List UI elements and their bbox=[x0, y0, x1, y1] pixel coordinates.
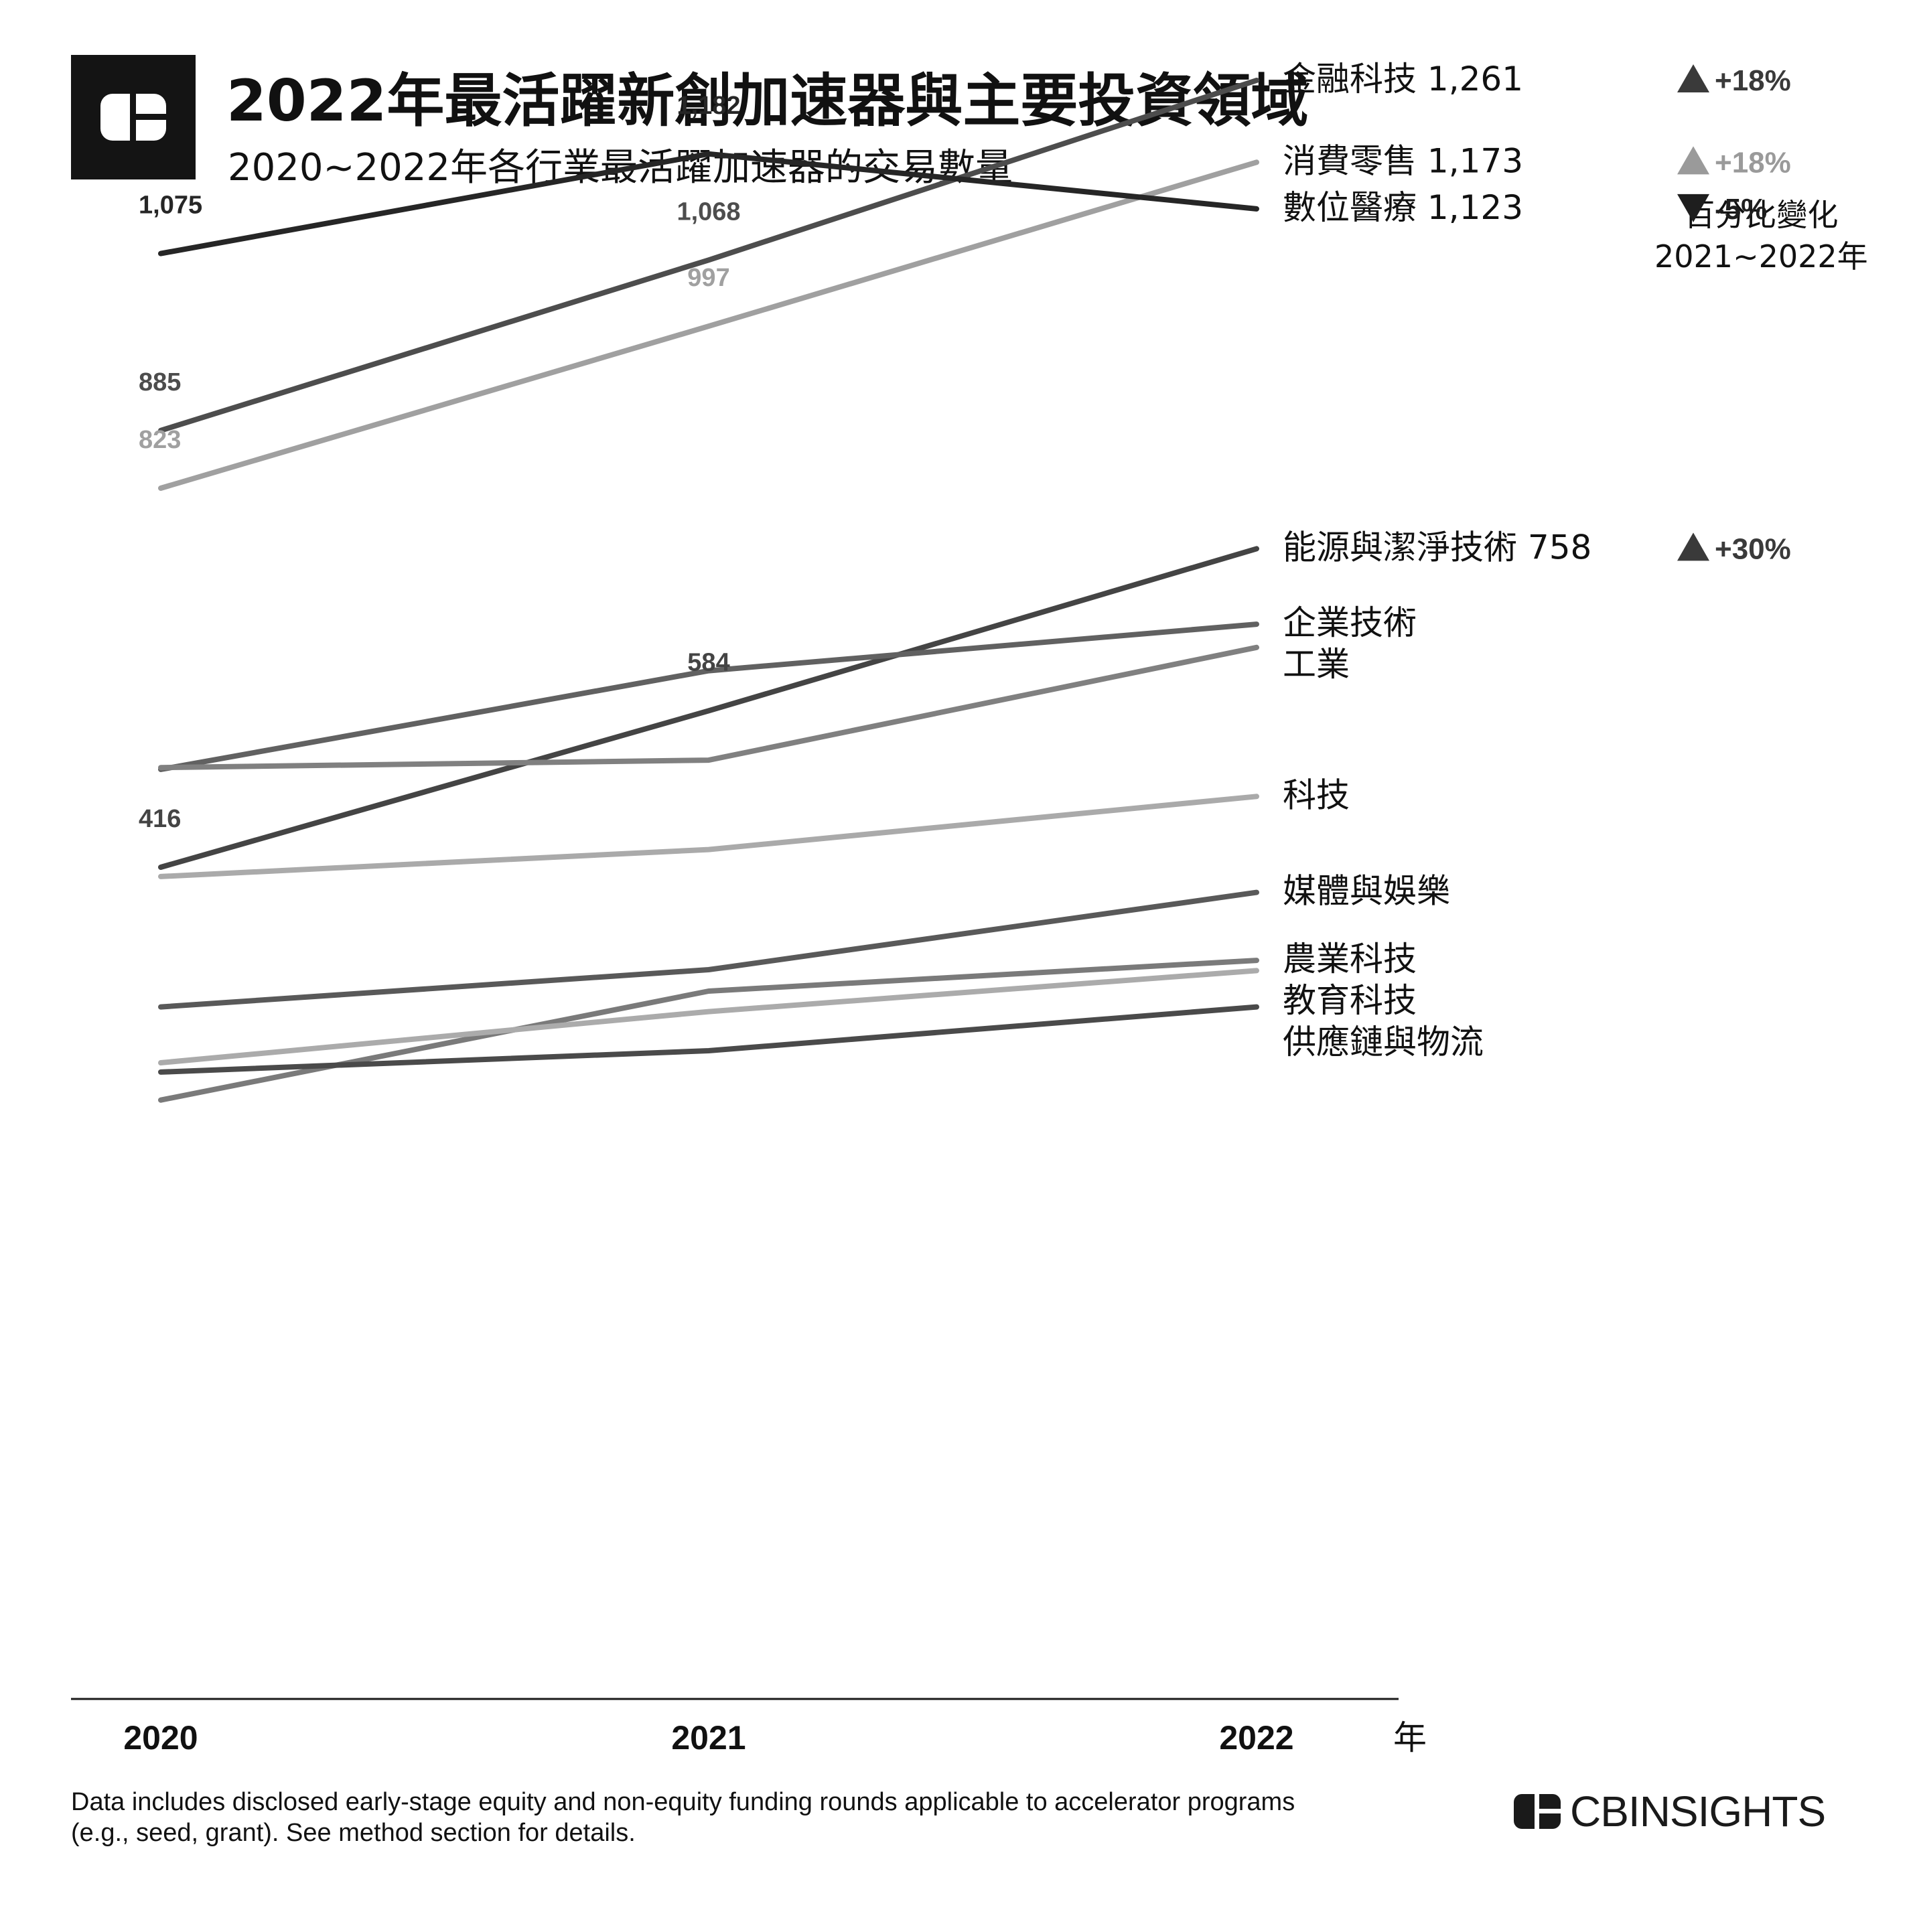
x-tick-label: 2022 bbox=[1219, 1719, 1293, 1757]
footnote-line1: Data includes disclosed early-stage equi… bbox=[71, 1788, 1295, 1816]
x-tick-label: 2021 bbox=[671, 1719, 746, 1757]
series-end-label: 媒體與娛樂 bbox=[1283, 872, 1450, 911]
footnote-line2: (e.g., seed, grant). See method section … bbox=[71, 1819, 636, 1847]
data-label: 584 bbox=[687, 648, 729, 676]
percent-change-value: -5% bbox=[1715, 193, 1767, 226]
percent-change-header: 百分比變化 2021~2022年 bbox=[1654, 194, 1868, 277]
series-end-label: 教育科技 bbox=[1283, 981, 1417, 1020]
percent-change-value: +30% bbox=[1715, 532, 1791, 565]
series-end-label: 科技 bbox=[1283, 775, 1350, 814]
data-label: 416 bbox=[139, 805, 181, 833]
series-line bbox=[158, 78, 1259, 433]
cb-insights-wordmark: CBINSIGHTS bbox=[1570, 1787, 1826, 1836]
data-label: 997 bbox=[687, 264, 729, 292]
series-end-label: 工業 bbox=[1283, 645, 1350, 684]
series-line bbox=[158, 968, 1259, 1065]
series-line bbox=[158, 794, 1259, 879]
triangle-up-icon bbox=[1677, 64, 1709, 92]
series-line bbox=[158, 151, 1259, 256]
triangle-up-icon bbox=[1677, 532, 1709, 561]
series-end-label: 農業科技 bbox=[1283, 940, 1417, 978]
triangle-up-icon bbox=[1677, 146, 1709, 175]
percent-change-value: +18% bbox=[1715, 64, 1791, 97]
footnote: Data includes disclosed early-stage equi… bbox=[71, 1787, 1295, 1848]
data-label: 885 bbox=[139, 368, 181, 396]
cb-logo-box bbox=[71, 55, 196, 179]
x-tick-label: 2020 bbox=[123, 1719, 198, 1757]
cb-insights-brand: CBINSIGHTS bbox=[1514, 1787, 1826, 1836]
series-line bbox=[158, 159, 1259, 491]
series-end-label: 數位醫療 1,123 bbox=[1283, 188, 1523, 227]
percent-change-value: +18% bbox=[1715, 146, 1791, 179]
cb-insights-logo-icon bbox=[1514, 1794, 1561, 1829]
series-end-label: 能源與潔淨技術 758 bbox=[1283, 528, 1591, 567]
percent-change-header-line1: 百分比變化 bbox=[1684, 197, 1839, 233]
series-end-label: 金融科技 1,261 bbox=[1283, 60, 1523, 98]
percent-change-header-line2: 2021~2022年 bbox=[1654, 238, 1868, 275]
series-line bbox=[158, 889, 1259, 1010]
series-line bbox=[158, 621, 1259, 772]
series-line bbox=[158, 1004, 1259, 1075]
series-end-label: 企業技術 bbox=[1283, 603, 1417, 642]
data-label: 823 bbox=[139, 426, 181, 454]
series-end-label: 消費零售 1,173 bbox=[1283, 141, 1523, 180]
series-line bbox=[158, 644, 1259, 771]
cb-logo-icon bbox=[100, 94, 166, 141]
data-label: 1,068 bbox=[677, 198, 740, 226]
x-axis-label: 年 bbox=[1393, 1718, 1427, 1757]
series-line bbox=[158, 546, 1259, 870]
data-label: 1,182 bbox=[677, 92, 740, 120]
series-end-label: 供應鏈與物流 bbox=[1283, 1023, 1484, 1061]
triangle-down-icon bbox=[1677, 194, 1709, 222]
data-label: 1,075 bbox=[139, 192, 202, 220]
